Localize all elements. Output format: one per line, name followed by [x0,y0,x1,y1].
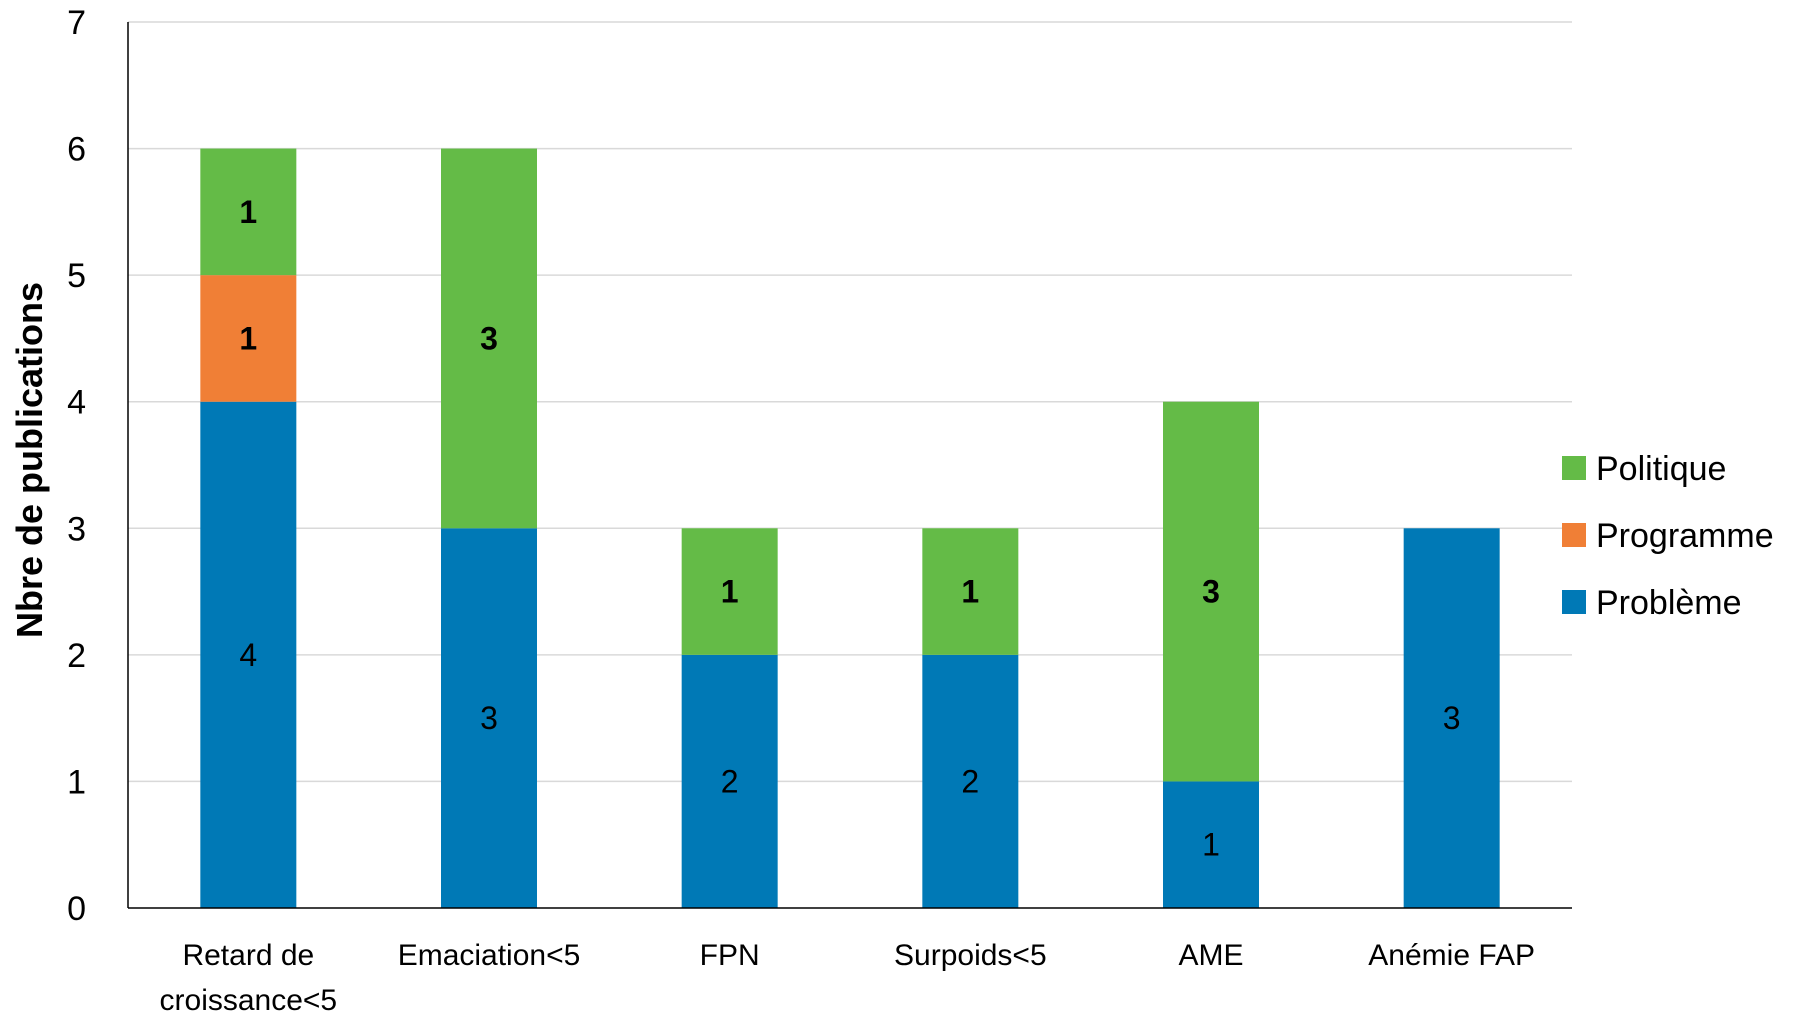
x-category-label-2: FPN [700,939,760,972]
data-label-problème-1: 3 [480,700,498,736]
legend: Politique Programme Problème [1562,450,1774,622]
data-label-politique-2: 1 [721,574,739,610]
bar-problème-1 [441,528,537,908]
bar-politique-4 [1163,401,1259,782]
data-label-problème-0: 4 [239,637,257,673]
data-label-politique-1: 3 [480,320,498,356]
data-label-problème-5: 3 [1443,700,1461,736]
bar-problème-0 [200,401,297,908]
bar-politique-1 [441,148,537,529]
bar-politique-0 [200,148,297,276]
bar-problème-2 [681,654,778,908]
y-tick-3: 3 [67,510,86,548]
data-label-programme-0: 1 [239,320,257,356]
bars [200,148,1500,908]
y-tick-6: 6 [67,131,86,169]
y-tick-2: 2 [67,637,86,675]
bar-problème-3 [922,654,1019,908]
x-category-label-1: Emaciation<5 [398,939,581,972]
x-category-label-4: AME [1178,939,1243,972]
y-tick-labels: 0 1 2 3 4 5 6 7 [67,4,86,928]
data-label-problème-2: 2 [721,763,739,799]
data-label-problème-3: 2 [961,763,979,799]
x-category-label-0: Retard de [182,939,314,972]
data-label-politique-0: 1 [239,194,257,230]
axes [127,22,1572,909]
bar-politique-2 [681,528,778,655]
x-category-labels: Retard de croissance<5 Emaciation<5 FPN Surp… [160,939,1536,1012]
y-tick-7: 7 [67,4,86,42]
data-labels: 4 1 1 3 3 2 1 2 1 1 3 3 [239,194,1460,863]
y-axis-label: Nbre de publications [9,282,50,638]
bar-programme-0 [200,275,297,402]
y-tick-5: 5 [67,257,86,295]
y-tick-1: 1 [67,763,86,801]
x-category-label-0: croissance<5 [160,984,338,1012]
legend-swatch-problème [1562,590,1586,614]
gridlines [128,21,1572,783]
bar-politique-3 [922,528,1019,655]
data-label-problème-4: 1 [1202,827,1220,863]
data-label-politique-3: 1 [961,574,979,610]
bar-problème-5 [1403,528,1500,908]
y-tick-0: 0 [67,890,86,928]
legend-label-problème: Problème [1596,584,1742,622]
x-category-label-3: Surpoids<5 [894,939,1047,972]
legend-swatch-politique [1562,456,1586,480]
legend-label-politique: Politique [1596,450,1726,488]
data-label-politique-4: 3 [1202,574,1220,610]
y-tick-4: 4 [67,384,86,422]
legend-swatch-programme [1562,523,1586,547]
x-category-label-5: Anémie FAP [1368,939,1535,972]
legend-label-programme: Programme [1596,517,1774,555]
bar-problème-4 [1163,781,1259,908]
